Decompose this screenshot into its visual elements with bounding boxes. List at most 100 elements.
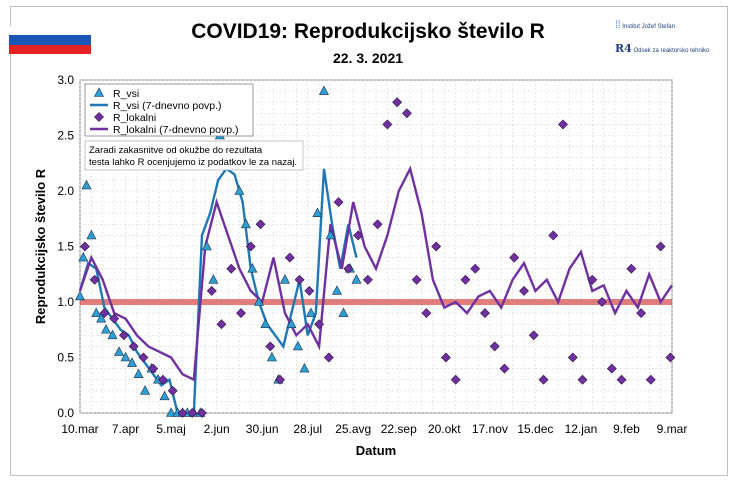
r4-logo-text: Odsek za reaktorsko tehniko xyxy=(633,48,710,54)
point-r-lokalni xyxy=(314,319,325,330)
point-r-lokalni xyxy=(206,285,217,296)
point-r-lokalni xyxy=(353,230,364,241)
point-r-lokalni xyxy=(606,363,617,374)
point-r-vsi xyxy=(78,251,89,262)
point-r-lokalni xyxy=(538,374,549,385)
r4-logo-mark: R4 xyxy=(615,42,632,55)
point-r-lokalni xyxy=(548,230,559,241)
point-r-lokalni xyxy=(577,374,588,385)
point-r-vsi xyxy=(286,318,297,329)
annotation-box xyxy=(84,140,304,171)
point-r-lokalni xyxy=(89,274,100,285)
y-tick-label: 3.0 xyxy=(57,73,74,87)
point-r-lokalni xyxy=(480,308,490,319)
point-r-lokalni xyxy=(167,385,178,396)
point-r-vsi xyxy=(351,274,362,284)
point-r-lokalni xyxy=(255,219,266,230)
point-r-lokalni xyxy=(392,97,403,108)
point-r-vsi xyxy=(140,385,151,395)
point-r-vsi xyxy=(86,229,97,240)
point-r-vsi xyxy=(253,296,264,306)
point-r-lokalni xyxy=(382,119,393,130)
legend-label-1: R_vsi (7-dnevno povp.) xyxy=(113,100,222,112)
point-r-lokalni xyxy=(284,252,295,263)
point-r-vsi xyxy=(260,318,271,329)
series-line-3 xyxy=(78,165,673,382)
point-r-vsi xyxy=(159,390,170,401)
x-tick-label: 17.nov xyxy=(472,422,508,436)
point-r-vsi xyxy=(240,218,251,229)
point-r-lokalni xyxy=(109,313,120,324)
legend-marker-0 xyxy=(94,87,104,97)
x-tick-label: 5.maj xyxy=(156,422,185,436)
point-r-vsi xyxy=(299,362,310,373)
ijs-logo-text: Institut Jožef Stefan xyxy=(622,24,675,30)
point-r-lokalni xyxy=(323,352,334,363)
y-tick-label: 0.5 xyxy=(57,351,74,365)
x-tick-label: 20.okt xyxy=(428,422,461,436)
point-r-vsi xyxy=(127,357,138,367)
y-tick-label: 2.0 xyxy=(57,184,74,198)
point-r-vsi xyxy=(120,351,131,362)
point-r-vsi xyxy=(279,274,290,284)
point-r-lokalni xyxy=(460,274,471,285)
point-r-vsi xyxy=(114,346,125,356)
point-r-vsi xyxy=(266,351,277,362)
point-r-lokalni xyxy=(128,341,139,352)
point-r-lokalni xyxy=(79,241,90,252)
point-r-lokalni xyxy=(362,274,373,285)
point-r-lokalni xyxy=(197,408,207,418)
point-r-lokalni xyxy=(431,241,442,252)
point-r-lokalni xyxy=(587,274,598,285)
point-r-lokalni xyxy=(187,408,198,418)
x-tick-label: 2.jun xyxy=(204,422,230,436)
x-axis-label: Datum xyxy=(356,443,396,458)
point-r-vsi xyxy=(133,368,144,378)
point-r-lokalni xyxy=(148,363,159,374)
point-r-lokalni xyxy=(509,252,520,263)
point-r-lokalni xyxy=(636,308,647,319)
point-r-lokalni xyxy=(597,297,607,307)
point-r-lokalni xyxy=(236,308,246,319)
point-r-lokalni xyxy=(655,241,666,252)
y-tick-label: 1.5 xyxy=(57,240,74,254)
x-tick-label: 9.mar xyxy=(657,422,688,436)
x-tick-label: 22.sep xyxy=(381,422,417,436)
point-r-lokalni xyxy=(138,352,149,363)
point-r-vsi xyxy=(81,179,92,190)
point-r-vsi xyxy=(305,307,316,317)
point-r-lokalni xyxy=(158,374,168,385)
slovenia-flag xyxy=(9,26,91,54)
point-r-lokalni xyxy=(567,352,578,363)
point-r-lokalni xyxy=(372,219,383,230)
annotation-text-line1: Zaradi zakasnitve od okužbe do rezultata xyxy=(89,145,263,156)
point-r-vsi xyxy=(312,207,323,217)
point-r-vsi xyxy=(292,340,303,351)
x-tick-label: 9.feb xyxy=(613,422,640,436)
ijs-logo-icon: ⁞⁞ xyxy=(615,20,621,31)
point-r-vsi xyxy=(107,329,118,340)
point-r-vsi xyxy=(247,263,258,273)
point-r-vsi xyxy=(91,307,102,317)
legend-marker-2 xyxy=(94,112,104,122)
point-r-vsi xyxy=(338,307,349,317)
point-r-vsi xyxy=(331,285,342,295)
point-r-lokalni xyxy=(333,197,344,208)
point-r-lokalni xyxy=(226,263,237,274)
point-r-lokalni xyxy=(528,330,539,341)
point-r-vsi xyxy=(101,324,112,334)
x-tick-label: 12.jan xyxy=(565,422,598,436)
point-r-lokalni xyxy=(99,308,110,319)
r4-logo: R4 Odsek za reaktorsko tehniko xyxy=(615,42,710,55)
point-r-vsi xyxy=(201,240,212,251)
point-r-lokalni xyxy=(118,330,129,341)
x-tick-label: 7.apr xyxy=(112,422,139,436)
point-r-lokalni xyxy=(421,308,432,319)
point-r-lokalni xyxy=(401,108,412,119)
annotation-text-line2: testa lahko R ocenjujemo iz podatkov le … xyxy=(89,157,297,168)
y-tick-label: 1.0 xyxy=(57,295,74,309)
legend-label-3: R_lokalni (7-dnevno povp.) xyxy=(113,124,239,136)
legend-box xyxy=(84,83,254,137)
point-r-lokalni xyxy=(304,285,315,296)
legend-label-0: R_vsi xyxy=(113,88,139,100)
